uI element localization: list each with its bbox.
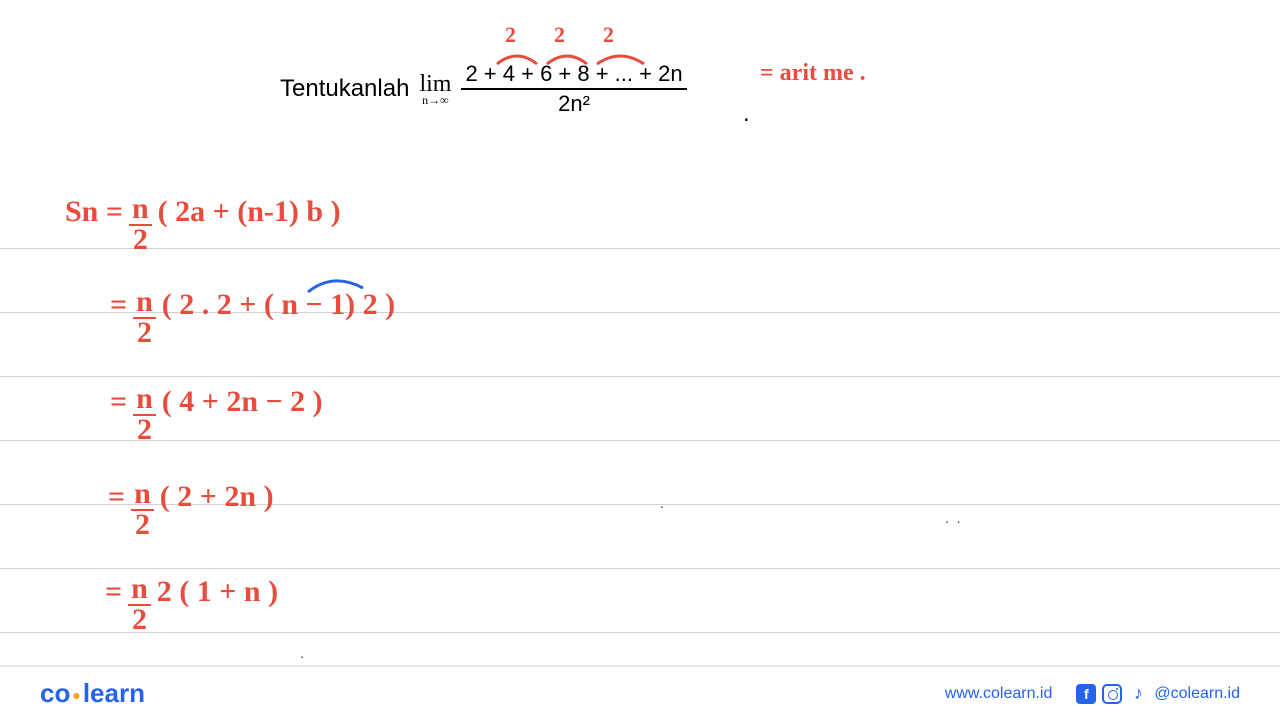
period: .	[743, 100, 750, 128]
two-label: 2	[505, 22, 516, 48]
difference-labels: 2 2 2	[505, 22, 614, 48]
work-step-3: = n 2 ( 4 + 2n − 2 )	[110, 385, 323, 444]
logo-learn: learn	[83, 678, 145, 708]
stray-dot: .	[300, 645, 304, 661]
social-icons: f ♪ @colearn.id	[1076, 684, 1240, 704]
footer: co●learn www.colearn.id f ♪ @colearn.id	[0, 665, 1280, 720]
instagram-icon	[1102, 684, 1122, 704]
step-fraction: n 2	[133, 288, 156, 347]
colearn-logo: co●learn	[40, 678, 145, 709]
tiktok-icon: ♪	[1128, 684, 1148, 704]
aritme-annotation: = arit me .	[760, 60, 866, 87]
step-fraction: n 2	[128, 575, 151, 634]
fraction-denominator: 2n²	[558, 90, 590, 116]
work-step-4: = n 2 ( 2 + 2n )	[108, 480, 274, 539]
problem-statement: Tentukanlah lim n→∞ 2 + 4 + 6 + 8 + ... …	[280, 62, 687, 116]
problem-fraction: 2 + 4 + 6 + 8 + ... + 2n 2n²	[461, 62, 686, 116]
prompt-text: Tentukanlah	[280, 75, 409, 103]
step-eq: =	[110, 288, 127, 322]
step-rest: ( 2 + 2n )	[160, 480, 274, 514]
footer-right: www.colearn.id f ♪ @colearn.id	[945, 684, 1240, 704]
lim-sub: n→∞	[422, 94, 449, 106]
step-rest: ( 2a + (n-1) b )	[158, 195, 341, 229]
logo-co: co	[40, 678, 70, 708]
step-rest: ( 4 + 2n − 2 )	[162, 385, 323, 419]
step-eq: =	[105, 575, 122, 609]
two-label: 2	[554, 22, 565, 48]
step-fraction: n 2	[131, 480, 154, 539]
facebook-icon: f	[1076, 684, 1096, 704]
footer-url: www.colearn.id	[945, 685, 1053, 703]
stray-dot: .	[660, 495, 664, 511]
step-rest: 2 ( 1 + n )	[157, 575, 278, 609]
stray-dot: . .	[945, 510, 961, 526]
two-label: 2	[603, 22, 614, 48]
work-step-1: Sn = n 2 ( 2a + (n-1) b )	[65, 195, 341, 254]
step-lhs: Sn =	[65, 195, 123, 229]
step-rest: ( 2 . 2 + ( n − 1) 2 )	[162, 288, 395, 322]
work-step-5: = n 2 2 ( 1 + n )	[105, 575, 278, 634]
fraction-numerator: 2 + 4 + 6 + 8 + ... + 2n	[461, 62, 686, 90]
step-fraction: n 2	[129, 195, 152, 254]
step-eq: =	[110, 385, 127, 419]
logo-dot: ●	[72, 687, 80, 703]
step-fraction: n 2	[133, 385, 156, 444]
work-step-2: = n 2 ( 2 . 2 + ( n − 1) 2 )	[110, 288, 395, 347]
step-eq: =	[108, 480, 125, 514]
limit-notation: lim n→∞	[419, 72, 451, 106]
social-handle: @colearn.id	[1154, 685, 1240, 703]
